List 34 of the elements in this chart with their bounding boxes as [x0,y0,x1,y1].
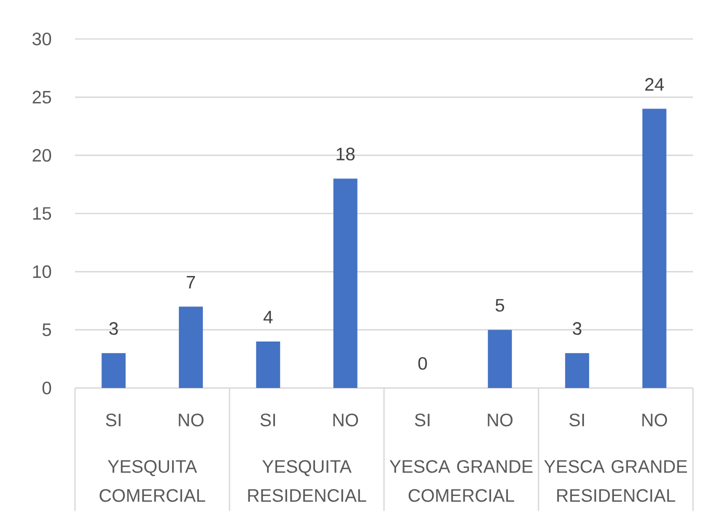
x-tick-label: SI [106,414,120,426]
data-label: 0 [418,357,427,370]
x-tick-label: SI [260,414,275,426]
y-tick-label: 20 [32,148,52,162]
bar [565,353,590,388]
x-tick-label: NO [178,414,204,426]
text: YESQUITA RESIDENCIAL [248,460,366,502]
data-label: 18 [336,148,355,160]
data-label: 3 [109,322,118,335]
x-tick-label: SI [569,414,584,426]
x-tick-label: SI [414,414,430,426]
text: YESCA GRANDE COMERCIAL [390,460,532,502]
bar [488,330,512,388]
data-label: 3 [572,322,582,335]
y-tick-label: 30 [32,32,52,46]
bar [333,178,358,388]
text: YESCA GRANDE RESIDENCIAL [544,460,687,502]
bar [102,353,126,388]
bar [256,341,280,388]
x-tick-label: NO [488,414,513,426]
data-label: 4 [264,310,273,324]
y-tick-label: 15 [33,207,52,220]
data-label: 5 [496,299,504,312]
y-tick-label: 25 [32,90,52,104]
text: YESQUITA COMERCIAL [100,460,206,502]
y-tick-label: 0 [42,382,52,394]
data-label: 24 [645,78,664,91]
bar [642,108,666,388]
bar [178,306,203,388]
y-tick-label: 5 [42,324,52,336]
x-tick-label: NO [333,414,358,426]
y-tick-label: 10 [33,265,52,278]
data-label: 7 [186,276,195,288]
x-tick-label: NO [642,414,668,426]
